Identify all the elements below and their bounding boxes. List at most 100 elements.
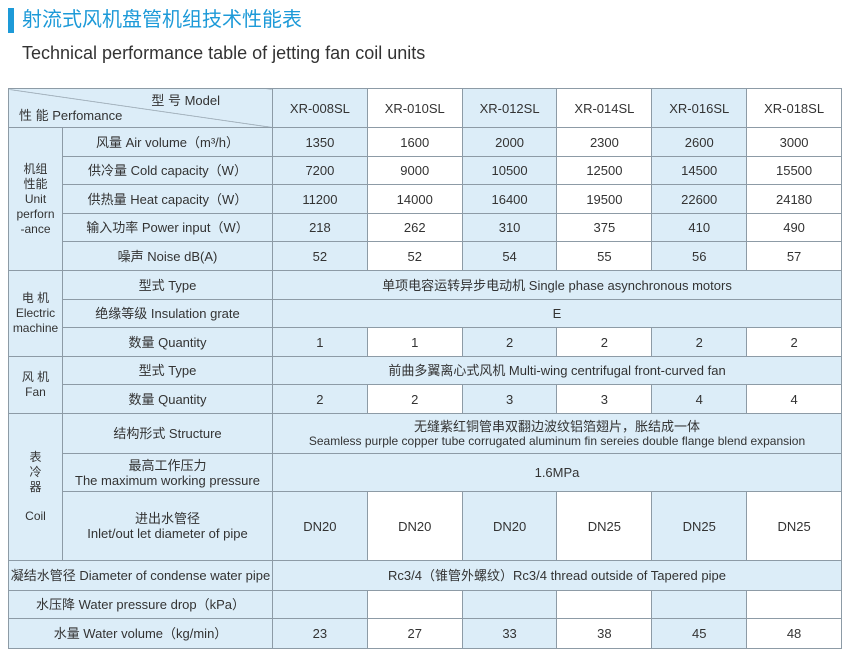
value-cell: 11200 xyxy=(272,184,368,214)
group-label-line: Electric xyxy=(15,306,56,320)
value-cell: 375 xyxy=(556,213,653,242)
group-label-line: Coil xyxy=(25,509,46,523)
row: 凝结水管径 Diameter of condense water pipe Rc3… xyxy=(8,560,842,591)
value-cell: 33 xyxy=(461,618,558,649)
group-label-line: Fan xyxy=(25,385,46,399)
row: 数量 Quantity 1 1 2 2 2 2 xyxy=(9,327,842,357)
row-label: 进出水管径 Inlet/out let diameter of pipe xyxy=(62,491,273,561)
row: 供冷量 Cold capacity（W） 7200 9000 10500 12500 14… xyxy=(9,156,842,185)
subtitle: Technical performance table of jetting f… xyxy=(22,43,426,63)
model-header: XR-018SL xyxy=(746,88,842,128)
value-cell: 24180 xyxy=(746,184,842,214)
row-label: 数量 Quantity xyxy=(62,327,273,357)
header-row: 型 号 Model 性 能 Perfomance XR-008SL XR-010SL X… xyxy=(8,88,842,128)
model-header: XR-016SL xyxy=(651,88,748,128)
row: 风 机 Fan 型式 Type 前曲多翼离心式风机 Multi-wing centri… xyxy=(8,356,842,414)
row-label: 水压降 Water pressure drop（kPa） xyxy=(8,590,273,619)
row-label-line: 最高工作压力 xyxy=(128,457,207,473)
value-cell: 310 xyxy=(461,213,558,242)
row-label: 绝缘等级 Insulation grate xyxy=(62,299,273,328)
corner-performance: 性 能 Perfomance xyxy=(19,108,123,123)
value-cell xyxy=(272,590,368,619)
title: 射流式风机盘管机组技术性能表 xyxy=(22,9,302,31)
value-cell: 23 xyxy=(272,618,368,649)
merged-cell: Rc3/4（锥管外螺纹）Rc3/4 thread outside of Tape… xyxy=(272,560,842,591)
value-cell: 410 xyxy=(651,213,748,242)
value-cell: 1 xyxy=(366,327,463,357)
value-cell xyxy=(651,590,748,619)
row-label: 噪声 Noise dB(A) xyxy=(62,241,273,271)
row-label: 数量 Quantity xyxy=(62,384,273,414)
value-cell: 4 xyxy=(746,384,842,414)
row: 输入功率 Power input（W） 218 262 310 375 410 490 xyxy=(9,213,842,242)
merged-cell: 前曲多翼离心式风机 Multi-wing centrifugal front-c… xyxy=(272,356,842,385)
value-cell: 15500 xyxy=(746,156,842,185)
value-cell: 4 xyxy=(651,384,748,414)
group-label-line: machine xyxy=(12,321,59,335)
value-cell: 2 xyxy=(746,327,842,357)
value-cell: 14000 xyxy=(366,184,463,214)
group-label-line: perforn xyxy=(16,206,55,221)
value-cell: 218 xyxy=(272,213,368,242)
group-label-line: 电 机 xyxy=(21,291,50,305)
value-cell xyxy=(461,590,558,619)
value-cell: 19500 xyxy=(556,184,653,214)
value-cell: 52 xyxy=(366,241,463,271)
group-label-line: 性能 xyxy=(23,176,48,191)
group-label: 机组 性能 Unit perforn -ance xyxy=(8,127,63,271)
merged-cell: 单项电容运转异步电动机 Single phase asynchronous mo… xyxy=(272,270,842,300)
row-label-line: 进出水管径 xyxy=(134,511,200,526)
value-cell: 45 xyxy=(651,618,748,649)
group-label-line: 器 xyxy=(29,480,42,494)
value-cell: 56 xyxy=(651,241,748,271)
value-cell: 3 xyxy=(556,384,653,414)
merged-line: Seamless purple copper tube corrugated a… xyxy=(308,433,806,448)
value-cell: 9000 xyxy=(366,156,463,185)
value-cell: 52 xyxy=(272,241,368,271)
group-label: 电 机 Electric machine xyxy=(8,270,63,357)
value-cell: 14500 xyxy=(651,156,748,185)
value-cell: 490 xyxy=(746,213,842,242)
row: 水压降 Water pressure drop（kPa） xyxy=(8,590,842,619)
value-cell: DN20 xyxy=(461,491,558,561)
performance-table: 型 号 Model 性 能 Perfomance XR-008SL XR-010SL X… xyxy=(8,88,842,649)
row-label: 型式 Type xyxy=(62,270,273,300)
value-cell: 22600 xyxy=(651,184,748,214)
value-cell: DN25 xyxy=(651,491,748,561)
row-label: 供热量 Heat capacity（W） xyxy=(62,184,273,214)
row: 进出水管径 Inlet/out let diameter of pipe DN20 D… xyxy=(9,491,842,561)
value-cell: 38 xyxy=(556,618,653,649)
row-label: 供冷量 Cold capacity（W） xyxy=(62,156,273,185)
value-cell: 10500 xyxy=(461,156,558,185)
value-cell: 55 xyxy=(556,241,653,271)
value-cell: 2 xyxy=(556,327,653,357)
value-cell: 3000 xyxy=(746,127,842,157)
value-cell: 262 xyxy=(366,213,463,242)
value-cell: 2 xyxy=(461,327,558,357)
row-label: 结构形式 Structure xyxy=(62,413,273,454)
value-cell: 16400 xyxy=(461,184,558,214)
value-cell: 2 xyxy=(651,327,748,357)
value-cell: DN20 xyxy=(272,491,368,561)
group-label: 表冷器 Coil xyxy=(8,413,63,561)
row: 机组 性能 Unit perforn -ance 风量 Air volume（m³/h） 1… xyxy=(8,127,842,271)
group-label-line: Unit xyxy=(24,191,47,206)
row: 绝缘等级 Insulation grate E xyxy=(9,299,842,328)
row-label: 水量 Water volume（kg/min） xyxy=(8,618,273,649)
corner-model: 型 号 Model xyxy=(151,93,220,108)
value-cell: 1 xyxy=(272,327,368,357)
corner-cell: 型 号 Model 性 能 Perfomance xyxy=(8,88,273,128)
title-bar xyxy=(8,8,14,33)
row-label: 风量 Air volume（m³/h） xyxy=(62,127,273,157)
group-label-line: 机组 xyxy=(23,161,48,176)
value-cell: DN25 xyxy=(746,491,842,561)
merged-cell: 1.6MPa xyxy=(272,453,842,492)
value-cell: 2000 xyxy=(461,127,558,157)
row-label: 最高工作压力 The maximum working pressure xyxy=(62,453,273,492)
value-cell: 2300 xyxy=(556,127,653,157)
merged-cell: 无缝紫红铜管串双翻边波纹铝箔翅片，胀结成一体 Seamless purple co… xyxy=(272,413,842,454)
group-label-line: -ance xyxy=(20,221,51,236)
row: 电 机 Electric machine 型式 Type 单项电容运转异步电动机 Sin… xyxy=(8,270,842,357)
value-cell: 2 xyxy=(272,384,368,414)
